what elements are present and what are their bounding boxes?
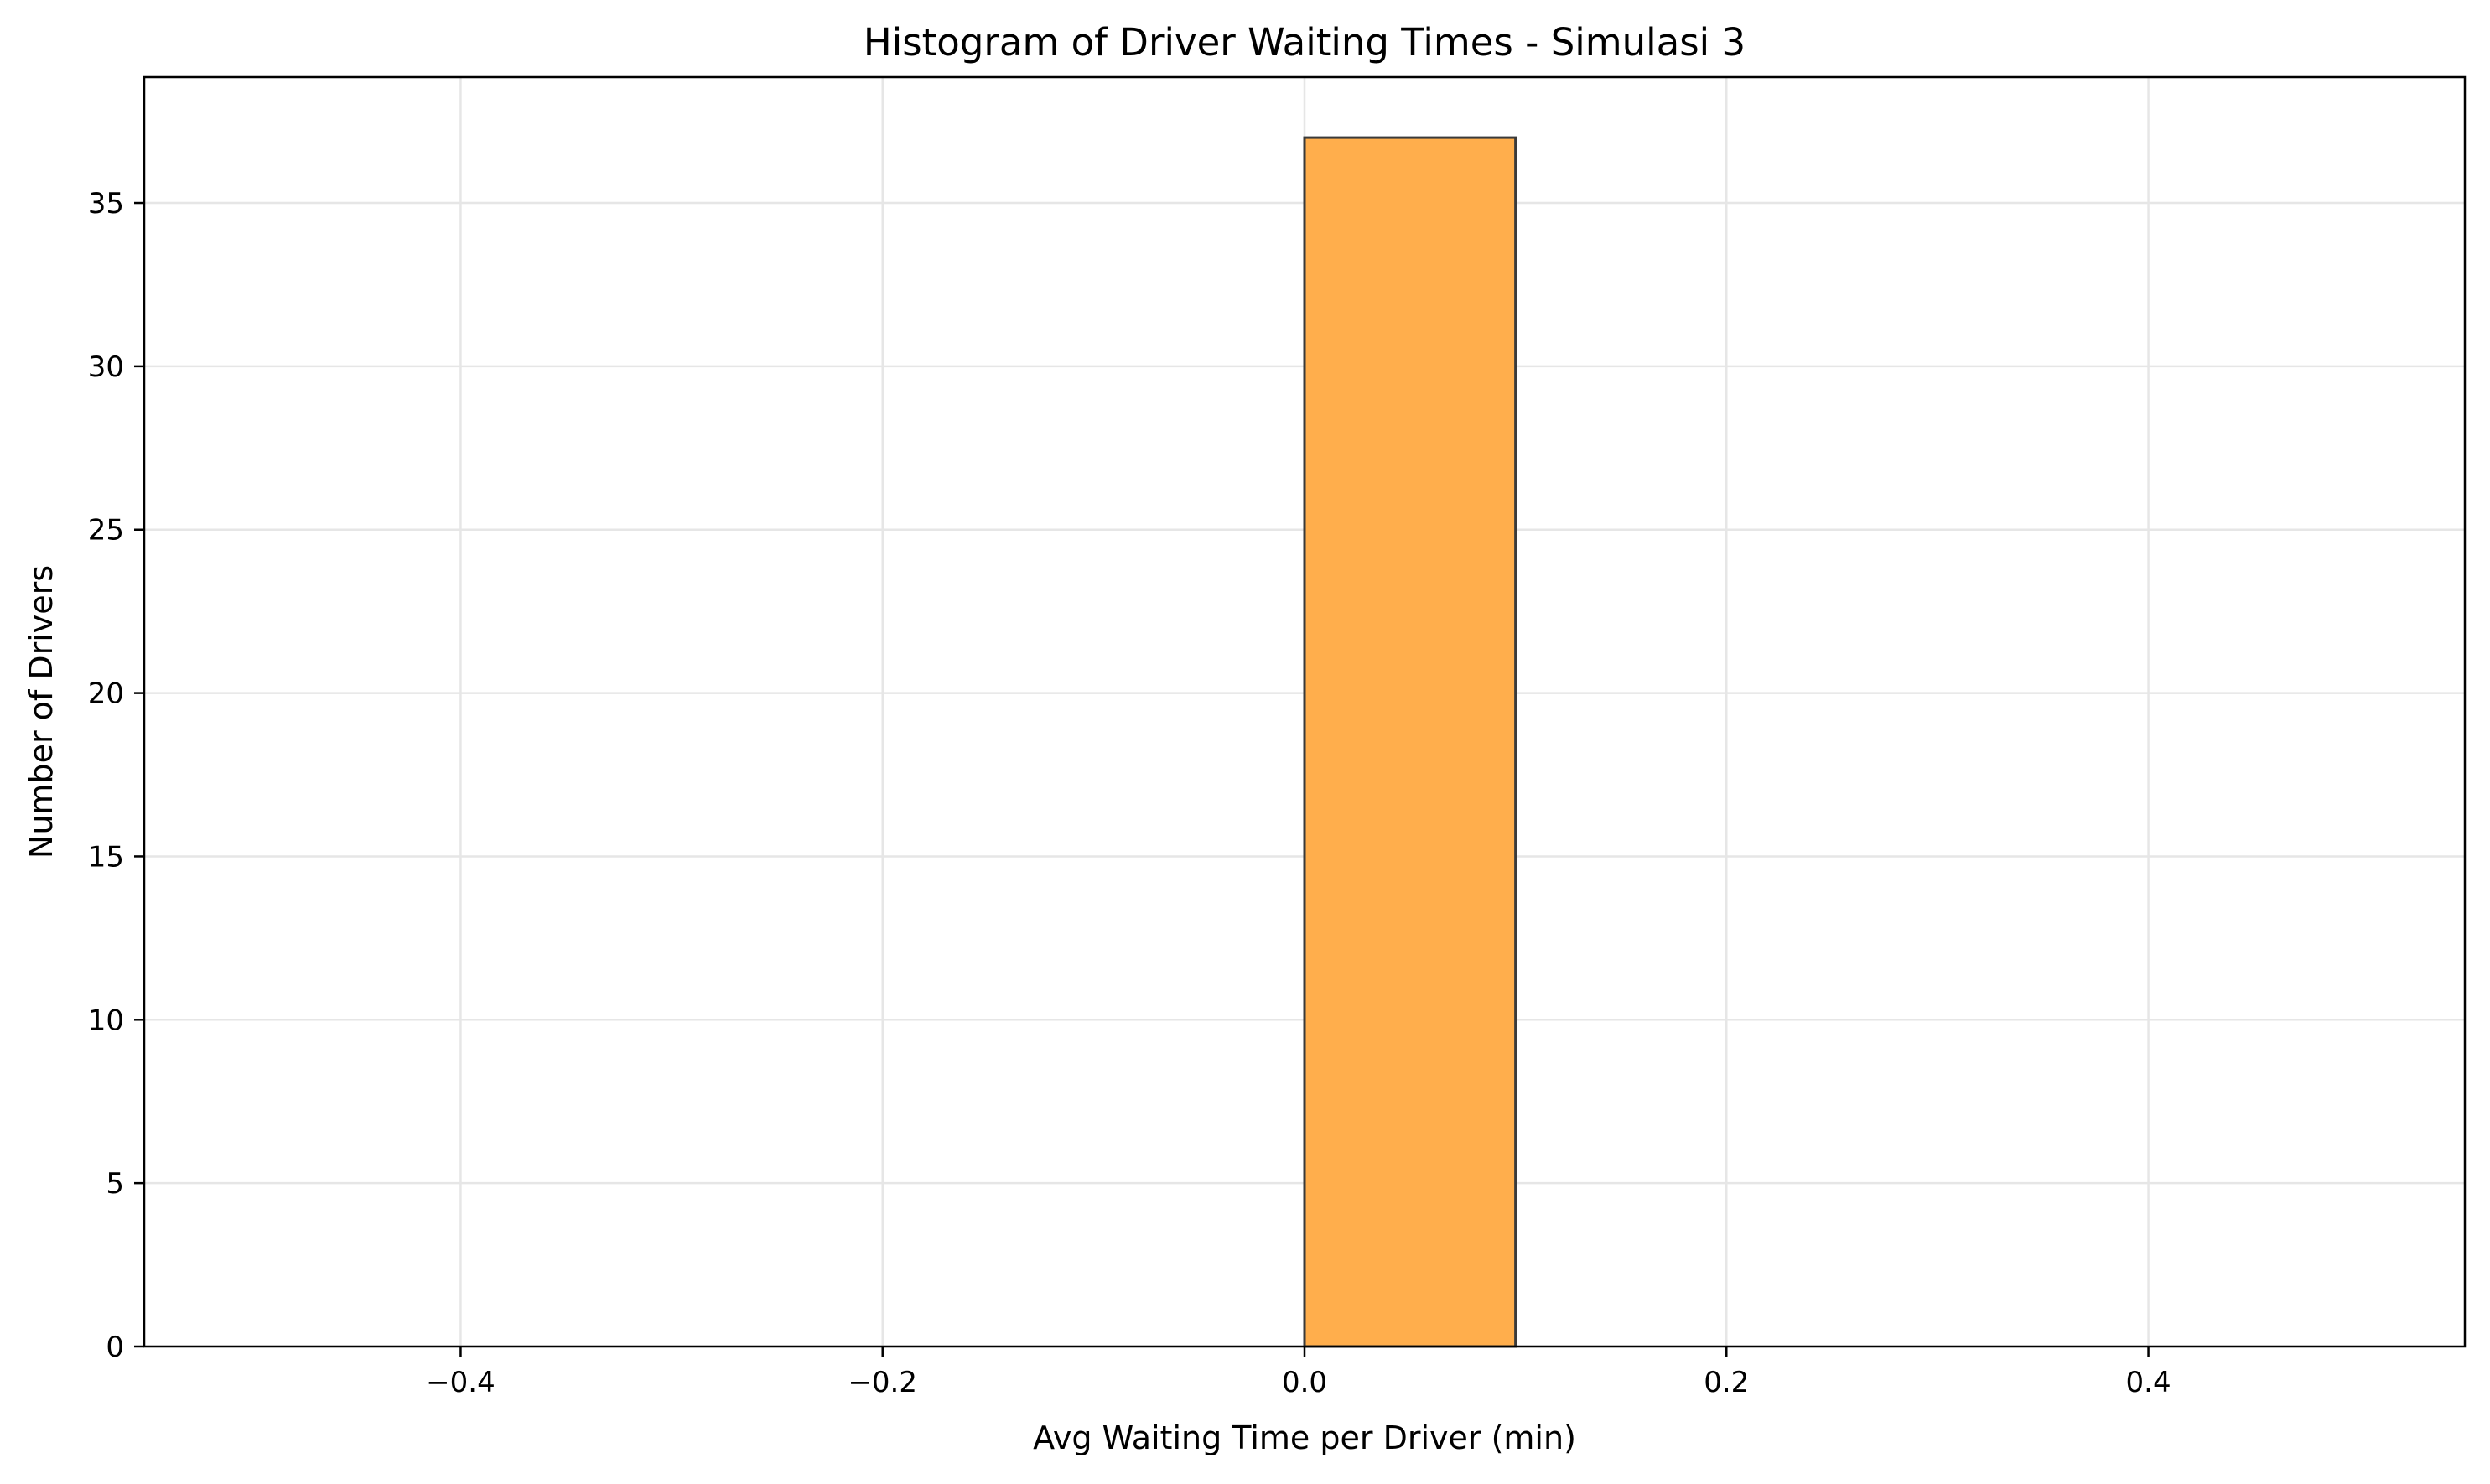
y-tick-label: 10 xyxy=(88,1004,124,1037)
histogram-bar xyxy=(1303,136,1517,1348)
y-tick-label: 5 xyxy=(106,1167,124,1201)
y-tick-label: 20 xyxy=(88,677,124,711)
ticks-layer: −0.4 −0.2 0.0 0.2 0.4 0 5 10 15 20 25 30 35 xyxy=(88,187,2171,1399)
y-tick-label: 30 xyxy=(88,350,124,384)
x-tick-label: −0.2 xyxy=(848,1366,917,1399)
bars-layer xyxy=(1303,136,1517,1348)
chart-title: Histogram of Driver Waiting Times - Simu… xyxy=(864,20,1746,65)
x-tick-label: 0.0 xyxy=(1282,1366,1327,1399)
y-tick-label: 35 xyxy=(88,187,124,221)
y-tick-label: 0 xyxy=(106,1331,124,1364)
y-tick-label: 15 xyxy=(88,840,124,874)
x-axis-title: Avg Waiting Time per Driver (min) xyxy=(1033,1419,1576,1456)
x-tick-label: 0.2 xyxy=(1704,1366,1749,1399)
x-tick-label: −0.4 xyxy=(426,1366,495,1399)
y-tick-label: 25 xyxy=(88,514,124,547)
x-tick-label: 0.4 xyxy=(2126,1366,2171,1399)
y-axis-title: Number of Drivers xyxy=(23,565,60,859)
